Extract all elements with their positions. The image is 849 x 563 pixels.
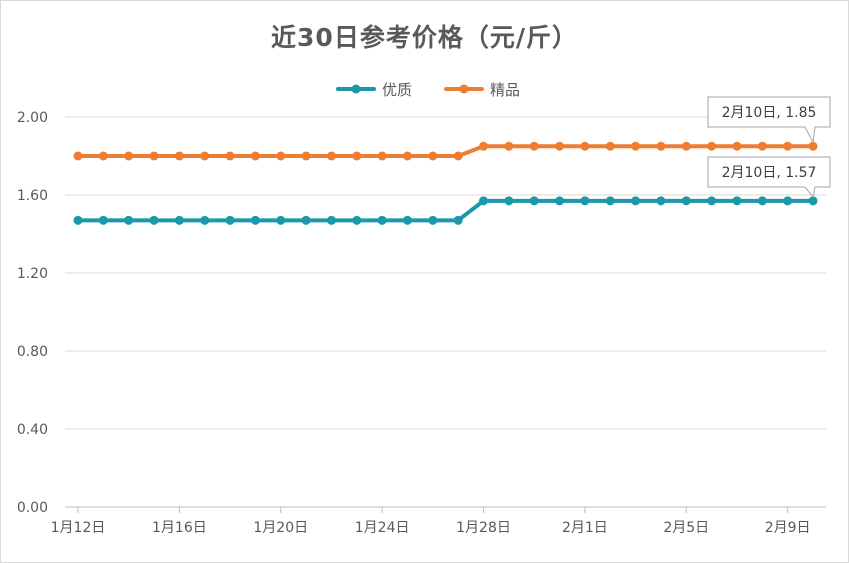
data-point [276,215,286,225]
data-point [479,141,489,151]
data-point [98,215,108,225]
data-point [352,215,362,225]
data-point [428,151,438,161]
series-line [76,198,815,223]
data-point [631,141,641,151]
data-point [428,215,438,225]
data-point [555,141,565,151]
data-point [681,141,691,151]
x-tick-label: 1月28日 [456,520,511,536]
chart-title: 近30日参考价格（元/斤） [271,23,578,52]
legend-label: 优质 [382,81,412,99]
data-point [402,151,412,161]
data-point [783,141,793,151]
data-point [808,141,818,151]
y-tick-label: 0.80 [17,344,48,360]
y-tick-label: 1.20 [17,266,48,282]
data-label: 2月10日, 1.85 [722,105,817,121]
data-point [73,151,83,161]
data-point [757,196,767,206]
data-point [124,215,134,225]
data-point [326,151,336,161]
data-point [555,196,565,206]
data-point [808,196,818,206]
data-point [707,196,717,206]
data-point [200,151,210,161]
data-point [631,196,641,206]
data-point [707,141,717,151]
data-point [174,215,184,225]
y-tick-label: 0.00 [17,500,48,516]
data-point [200,215,210,225]
y-tick-label: 1.60 [17,188,48,204]
data-point [276,151,286,161]
data-point [580,141,590,151]
data-point [529,196,539,206]
data-point [479,196,489,206]
data-point [681,196,691,206]
data-point [352,151,362,161]
x-tick-label: 2月9日 [765,520,811,536]
data-point [250,151,260,161]
data-point [149,151,159,161]
data-point [605,196,615,206]
data-point [124,151,134,161]
x-tick-label: 1月12日 [51,520,106,536]
data-label-box [707,156,831,198]
data-point [98,151,108,161]
data-point [225,215,235,225]
data-point [656,196,666,206]
data-point [174,151,184,161]
data-label-box [707,96,831,144]
x-tick-label: 2月5日 [663,520,709,536]
data-point [656,141,666,151]
legend-marker [351,84,361,94]
x-tick-label: 1月16日 [152,520,207,536]
data-point [732,196,742,206]
data-point [225,151,235,161]
data-point [504,196,514,206]
data-point [250,215,260,225]
data-label: 2月10日, 1.57 [722,165,817,181]
data-point [757,141,767,151]
data-point [377,151,387,161]
y-tick-label: 2.00 [17,110,48,126]
data-point [783,196,793,206]
data-point [504,141,514,151]
data-point [377,215,387,225]
data-point [732,141,742,151]
legend-marker [459,84,469,94]
series-line [76,144,815,158]
data-point [580,196,590,206]
data-point [301,215,311,225]
x-tick-label: 2月1日 [562,520,608,536]
data-point [149,215,159,225]
y-tick-label: 0.40 [17,422,48,438]
data-point [529,141,539,151]
data-point [453,151,463,161]
x-tick-label: 1月24日 [355,520,410,536]
data-point [605,141,615,151]
legend-label: 精品 [490,81,520,99]
x-tick-label: 1月20日 [253,520,308,536]
data-point [73,215,83,225]
data-point [301,151,311,161]
data-point [402,215,412,225]
data-point [453,215,463,225]
data-point [326,215,336,225]
